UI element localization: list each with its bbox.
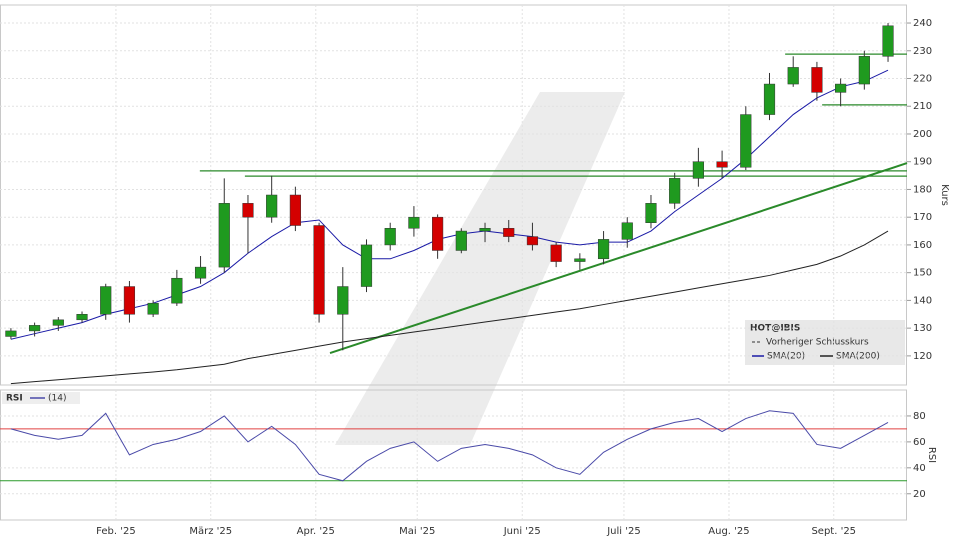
candle-body [526,236,539,246]
candle-body [835,83,847,93]
rsi-axis-label: RSI [926,447,937,463]
candle-body [597,239,610,260]
candle-body [76,314,88,321]
y-tick-label: 190 [913,157,932,168]
x-tick-label: Mai '25 [399,526,435,537]
candle-body [29,325,41,332]
y-tick-label: 220 [913,74,932,85]
legend-entry: SMA(200) [836,352,880,362]
candle-body [716,161,728,168]
candle-body [147,302,159,315]
candle-body [266,194,278,218]
x-tick-label: Sept. '25 [811,526,856,537]
rsi-panel [0,389,907,521]
candle-body [360,244,373,287]
candle-body [740,114,752,168]
y-axis-label: Kurs [939,184,950,206]
candle-body [408,216,420,229]
candle-body [550,244,562,262]
candle-body [882,25,894,57]
y-tick-label: 150 [913,268,932,279]
x-tick-label: März '25 [189,526,232,537]
candle-body [432,216,444,251]
y-tick-label: 20 [913,489,926,500]
candle-body [503,228,515,237]
legend-entry: SMA(20) [767,352,805,362]
y-tick-label: 200 [913,129,932,140]
candle-body [669,178,681,204]
y-tick-label: 60 [913,437,926,448]
candle-body [313,225,325,315]
candle-body [811,67,823,93]
price-panel [0,4,907,386]
y-tick-label: 40 [913,463,926,474]
x-tick-label: Feb. '25 [96,526,136,537]
x-tick-label: Apr. '25 [297,526,335,537]
candle-body [5,330,17,337]
y-tick-label: 80 [913,411,926,422]
legend [745,320,905,365]
candle-body [337,286,349,315]
trend-line [329,162,908,355]
candle-body [218,203,230,268]
watermark [335,92,625,445]
y-tick-label: 160 [913,240,932,251]
candle-body [171,277,183,304]
y-tick-label: 240 [913,18,932,29]
x-tick-label: Juli '25 [606,526,641,537]
rsi-line [10,410,889,482]
y-tick-label: 130 [913,323,932,334]
y-tick-label: 120 [913,351,932,362]
candle-body [289,194,301,226]
candle-body [692,161,704,179]
candle-body [242,203,254,218]
candle-body [455,230,467,251]
y-tick-label: 230 [913,46,932,57]
candle-body [645,203,657,223]
y-tick-label: 180 [913,184,932,195]
rsi-title: RSI [6,394,23,404]
x-tick-label: Juni '25 [503,526,541,537]
candle-body [787,67,799,85]
candle-body [52,319,64,326]
y-tick-label: 210 [913,101,932,112]
candle-body [574,258,586,262]
y-tick-label: 170 [913,212,932,223]
candle-body [763,83,776,115]
candle-body [384,228,396,246]
x-tick-label: Aug. '25 [708,526,749,537]
candle-body [123,286,136,315]
y-tick-label: 140 [913,295,932,306]
candle-body [621,222,633,240]
legend-entry: Vorheriger Schlusskurs [766,338,869,348]
legend-title: HOT@IBIS [750,324,800,334]
sma-line [10,230,889,385]
candle-body [194,266,207,279]
rsi-legend-entry: (14) [48,394,66,404]
candle-body [479,228,491,232]
candle-body [100,286,112,315]
candle-body [858,56,870,85]
